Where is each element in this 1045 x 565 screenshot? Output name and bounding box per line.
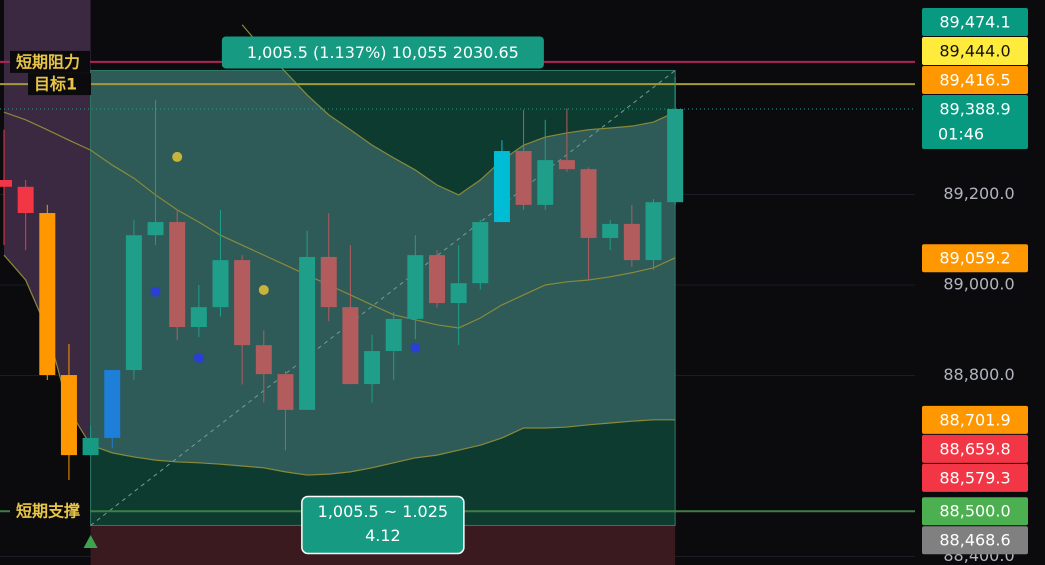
candle-body	[342, 307, 359, 385]
candle-body	[255, 345, 272, 375]
price-badge	[922, 95, 1028, 150]
candle-body	[299, 256, 316, 410]
candle-body	[17, 186, 34, 214]
price-badge	[922, 244, 1028, 273]
candle-body	[429, 255, 445, 304]
price-badge-label: 89,444.0	[939, 42, 1010, 61]
signal-dot	[258, 284, 269, 295]
signal-dot	[150, 286, 161, 297]
candle-body	[493, 151, 510, 223]
level-label: 目标1	[34, 75, 77, 94]
candle-body	[60, 375, 77, 456]
price-badge-label: 88,500.0	[939, 502, 1010, 521]
level-label-bg	[10, 50, 90, 73]
measure-info-bg	[301, 495, 465, 555]
candle-body	[450, 283, 467, 304]
candle-body	[277, 374, 294, 410]
measure-info: 1,005.5 ~ 1.025	[318, 502, 448, 521]
price-badge	[922, 8, 1028, 37]
measure-label-bg	[221, 36, 544, 69]
candle-body	[537, 160, 554, 205]
candle-body	[602, 223, 619, 238]
price-badge-time: 01:46	[938, 125, 984, 144]
price-badge	[922, 526, 1028, 555]
candle-body	[104, 370, 121, 438]
candle-body	[407, 255, 424, 319]
measure-diagonal	[90, 70, 676, 526]
level-label-bg	[10, 500, 90, 523]
price-badge	[922, 37, 1028, 66]
candle-body	[234, 260, 251, 346]
price-badge	[922, 463, 1028, 492]
candle-body	[169, 222, 186, 328]
candle-body	[580, 169, 597, 238]
candle-body	[147, 222, 164, 236]
price-badge	[922, 497, 1028, 526]
price-badge	[922, 405, 1028, 434]
price-badge-label: 88,579.3	[939, 468, 1010, 487]
signal-dot	[410, 342, 421, 353]
candle-body	[515, 151, 532, 205]
y-tick-label: 89,200.0	[943, 184, 1014, 203]
candle-body	[125, 235, 142, 371]
candle-body	[320, 256, 337, 308]
band-middle	[3, 111, 676, 329]
price-badge-label: 88,701.9	[939, 410, 1010, 429]
price-badge	[922, 434, 1028, 463]
candle-body	[558, 160, 575, 170]
candle-body	[364, 351, 381, 385]
candle-body	[212, 260, 229, 308]
price-badge-label: 89,388.9	[939, 100, 1010, 119]
level-label-bg	[28, 73, 91, 96]
price-badge-label: 89,416.5	[939, 71, 1010, 90]
price-badge-label: 89,474.1	[939, 13, 1010, 32]
signal-dot	[193, 352, 204, 363]
candle-body	[385, 318, 402, 352]
price-badge-label: 88,468.6	[939, 531, 1010, 550]
candle-body	[0, 180, 12, 187]
measure-info: 4.12	[365, 526, 401, 545]
price-badge-label: 88,659.8	[939, 439, 1010, 458]
y-tick-label: 89,000.0	[943, 274, 1014, 293]
candle-body	[667, 109, 684, 203]
candle-body	[39, 213, 56, 376]
candle-body	[645, 202, 662, 261]
level-label: 短期阻力	[16, 52, 80, 71]
buy-arrow	[83, 535, 98, 548]
price-badge-label: 89,059.2	[939, 249, 1010, 268]
y-tick-label: 88,800.0	[943, 365, 1014, 384]
measure-label: 1,005.5 (1.137%) 10,055 2030.65	[247, 43, 519, 62]
band-upper	[241, 24, 676, 196]
level-label: 短期支撑	[16, 502, 80, 521]
signal-dot	[172, 151, 183, 162]
candle-body	[472, 222, 489, 284]
candle-body	[82, 437, 99, 456]
band-lower	[3, 254, 676, 476]
candle-body	[190, 307, 207, 328]
price-badge	[922, 66, 1028, 95]
candle-body	[623, 223, 640, 261]
